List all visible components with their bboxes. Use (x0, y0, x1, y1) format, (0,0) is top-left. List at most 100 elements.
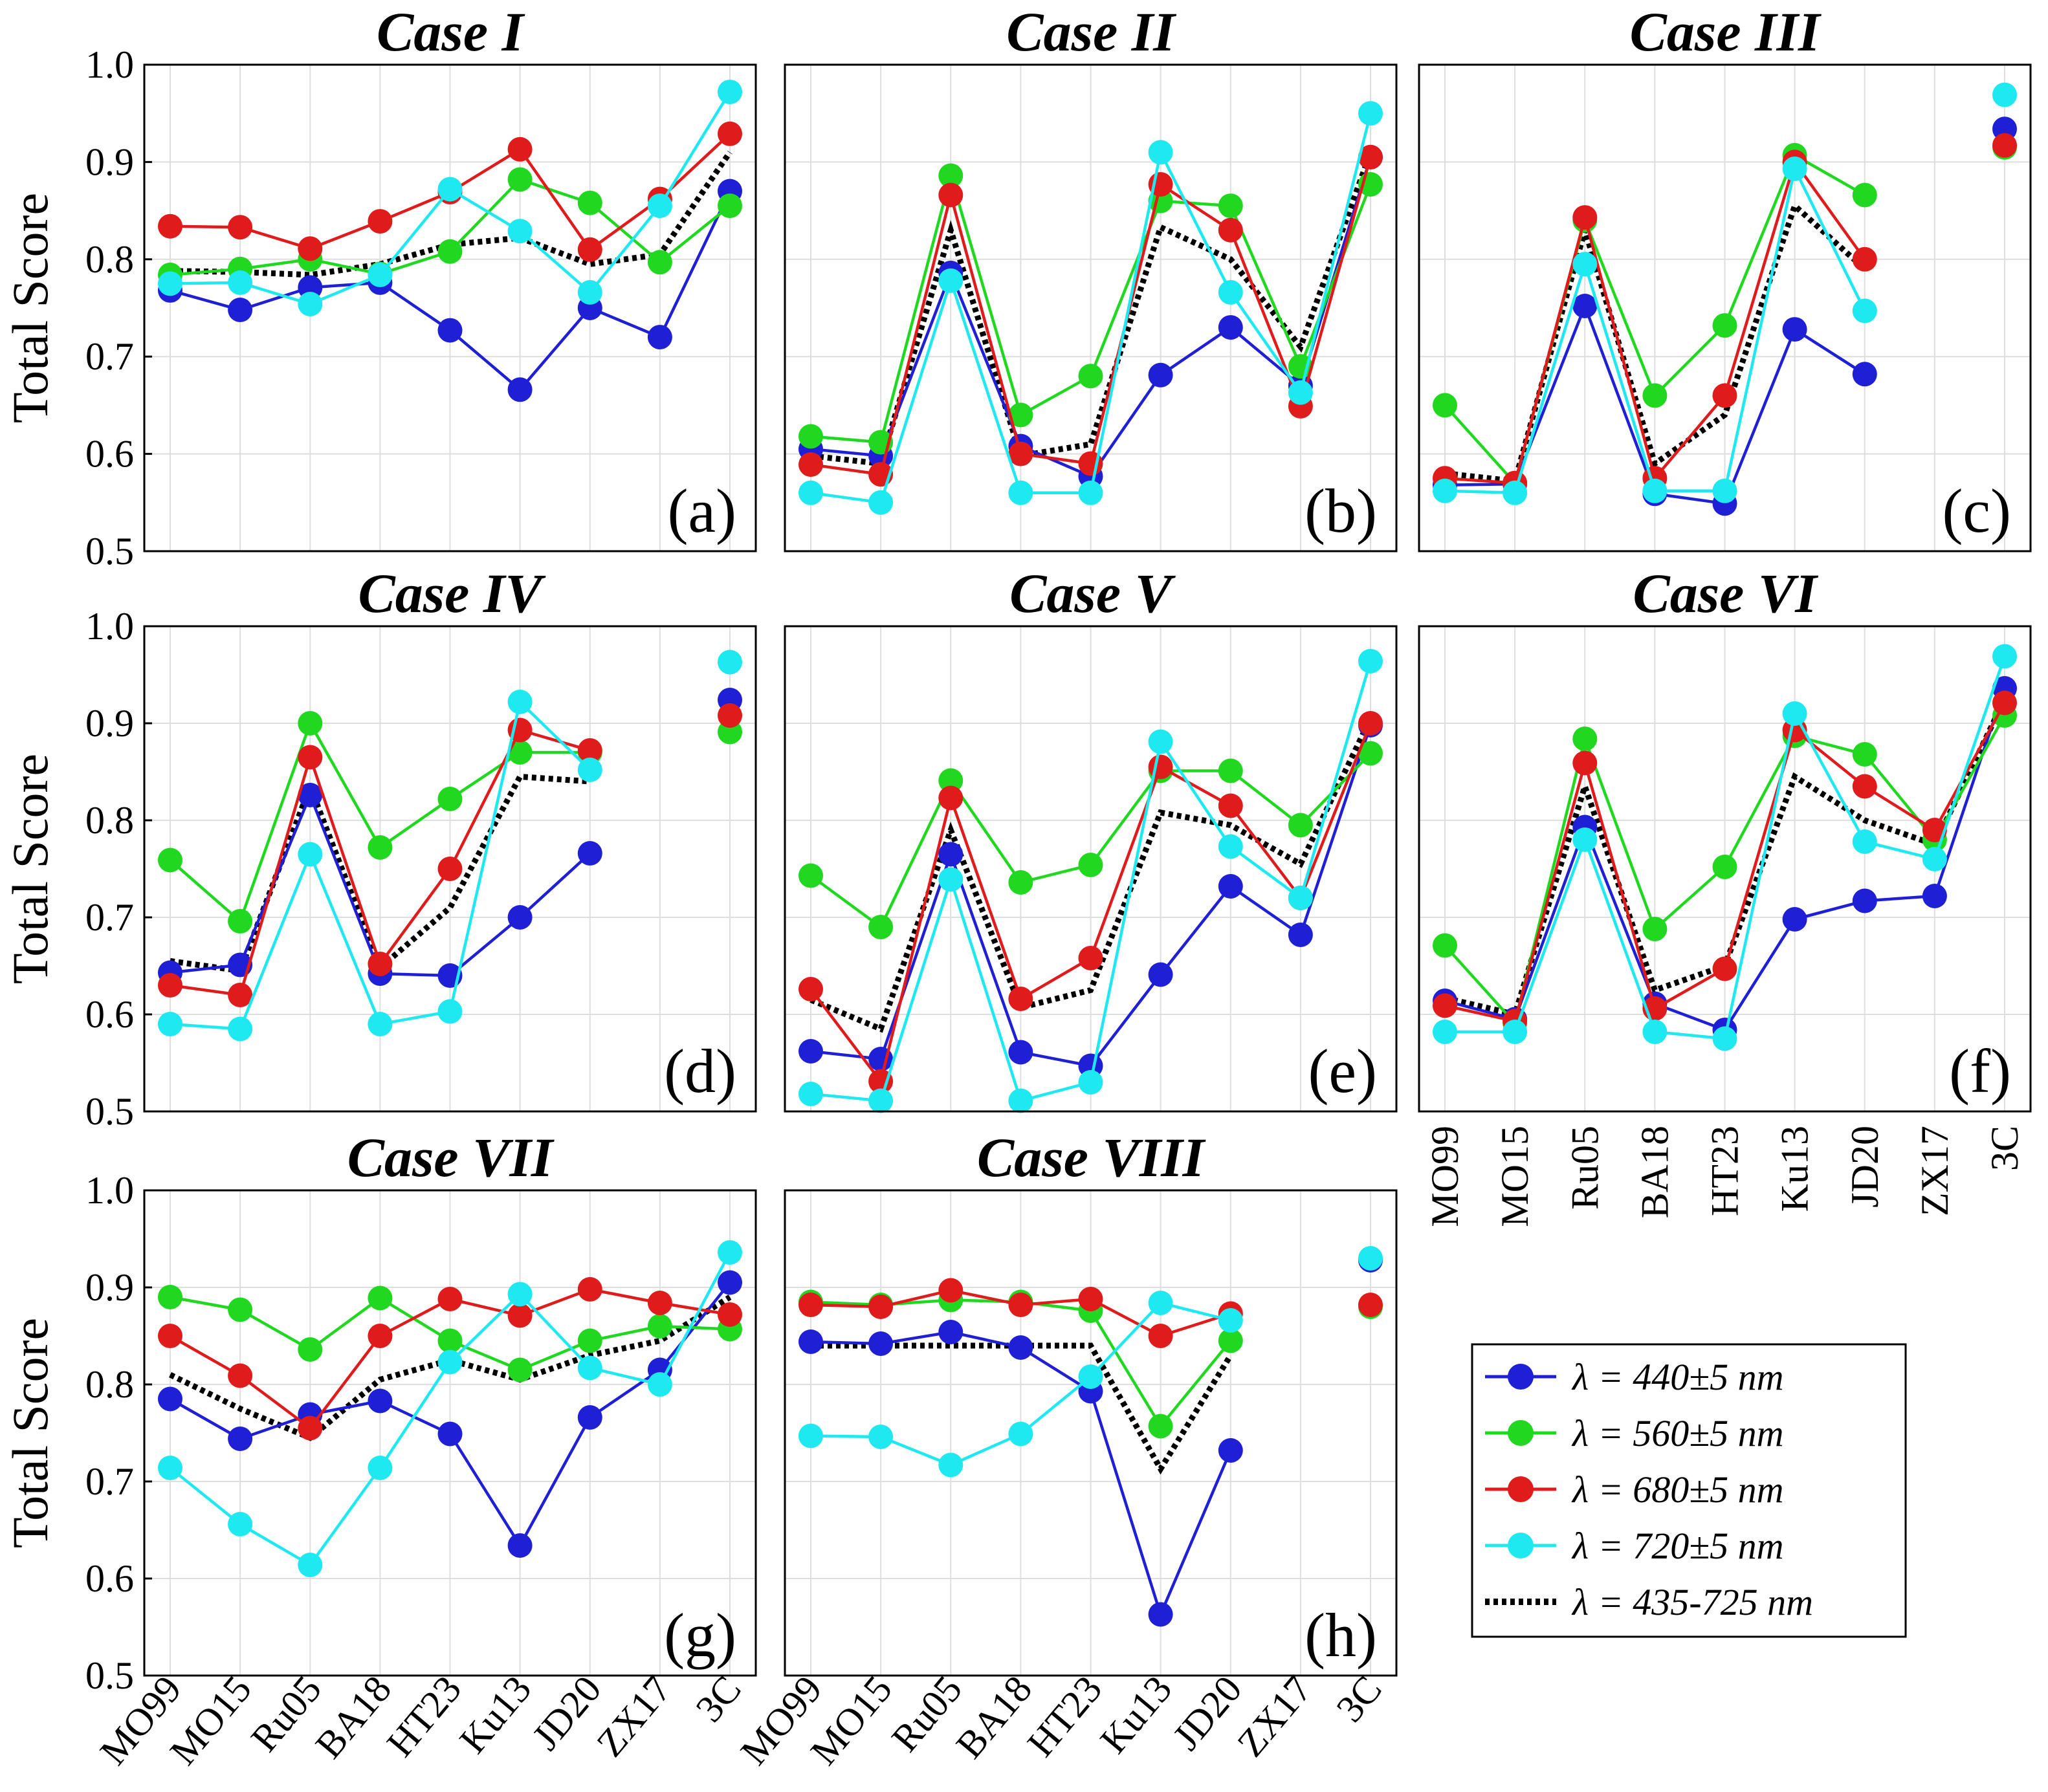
data-point-b440-ru05 (1572, 294, 1598, 318)
legend-marker-680 (1508, 1476, 1534, 1502)
data-point-b560-ba18 (368, 835, 393, 860)
data-point-b440-ru05 (298, 783, 323, 807)
data-point-b720-ku13 (507, 219, 533, 244)
data-point-b560-ku13 (507, 167, 533, 192)
x-tick-label-ku13: Ku13 (1774, 1126, 1816, 1212)
plot-frame (1418, 63, 2032, 552)
data-point-b680-jd20 (577, 738, 602, 763)
data-point-b440-mo99 (798, 1039, 823, 1064)
data-point-b720-ba18 (368, 1456, 393, 1480)
data-point-b720-ru05 (1572, 252, 1598, 277)
data-point-b560-ba18 (368, 1285, 393, 1311)
data-point-b680-jd20 (1852, 246, 1877, 272)
data-point-b720-3c (1358, 649, 1383, 673)
data-point-b680-mo15 (228, 1363, 253, 1388)
data-point-b720-3c (718, 1240, 742, 1265)
panel-title-case-i: Case I (377, 1, 525, 63)
y-tick-label: 0.9 (85, 1266, 134, 1309)
panel-case-iii: Case III (c) (1418, 1, 2032, 552)
x-tick-label-mo15: MO15 (1493, 1126, 1536, 1227)
data-point-b680-ru05 (298, 1415, 323, 1441)
data-point-b720-ku13 (1148, 1291, 1173, 1315)
data-point-b440-mo15 (228, 298, 253, 322)
data-point-b680-mo99 (798, 452, 823, 477)
legend-label-560: λ = 560±5 nm (1571, 1412, 1783, 1454)
data-point-b440-ku13 (1782, 907, 1807, 932)
data-point-b560-ht23 (1078, 853, 1103, 877)
data-point-b560-ku13 (507, 1357, 533, 1382)
x-tick-label-ba18: BA18 (1633, 1126, 1676, 1218)
plot-frame (143, 625, 757, 1113)
data-point-b720-ht23 (437, 1349, 463, 1375)
data-point-b720-jd20 (577, 758, 602, 782)
data-point-b680-ru05 (1572, 750, 1598, 776)
data-point-b560-ru05 (1572, 727, 1598, 751)
x-tick-label-jd20: JD20 (1844, 1126, 1886, 1208)
data-point-b560-jd20 (1852, 182, 1877, 208)
data-point-b560-ru05 (298, 1337, 323, 1362)
x-tick-label-3c: 3C (1983, 1126, 2026, 1171)
data-point-b720-3c (1358, 101, 1383, 126)
data-point-b440-ht23 (437, 1421, 463, 1447)
data-point-b720-mo99 (158, 1456, 182, 1480)
data-point-b560-mo15 (868, 915, 894, 939)
data-point-b680-ba18 (368, 209, 393, 234)
plot-frame (784, 63, 1398, 552)
panel-label: (e) (1308, 1036, 1377, 1106)
data-point-b720-mo15 (228, 270, 253, 295)
data-point-b680-ht23 (1712, 383, 1737, 408)
data-point-b440-ku13 (1148, 1602, 1173, 1627)
panel-case-iv: 0.5 0.6 0.7 0.8 0.9 1.0 Total Score Case IV (d) (2, 562, 757, 1133)
y-tick-label: 0.8 (85, 238, 134, 281)
data-point-b440-jd20 (1218, 874, 1243, 899)
data-point-b680-zx17 (1922, 818, 1947, 842)
data-point-b720-ht23 (437, 177, 463, 202)
data-point-b720-mo99 (1433, 478, 1457, 503)
data-point-b720-ru05 (298, 1553, 323, 1577)
panel-label: (g) (664, 1601, 736, 1670)
data-point-b680-mo99 (158, 1324, 182, 1348)
y-tick-label: 0.6 (85, 433, 134, 475)
panel-label: (b) (1305, 476, 1377, 545)
plot-frame (143, 63, 757, 552)
data-point-b560-mo15 (228, 1297, 253, 1322)
data-point-b720-ku13 (1148, 729, 1173, 754)
data-point-b560-jd20 (1218, 758, 1243, 783)
data-point-b560-zx17 (647, 250, 672, 275)
data-point-b680-mo99 (158, 973, 182, 998)
data-point-b440-mo99 (798, 1329, 823, 1354)
y-tick-label: 1.0 (85, 43, 134, 86)
data-point-b720-ba18 (1008, 1088, 1033, 1113)
data-point-b680-ba18 (368, 1324, 393, 1348)
panel-title-case-iii: Case III (1630, 1, 1822, 63)
data-point-b720-jd20 (577, 279, 602, 305)
data-point-b720-ru05 (298, 292, 323, 316)
data-point-b720-mo15 (1503, 480, 1528, 505)
data-point-b680-ba18 (1008, 441, 1033, 466)
data-point-b680-3c (1358, 144, 1383, 169)
data-point-b680-ru05 (1572, 205, 1598, 230)
data-point-b680-ru05 (938, 1278, 963, 1303)
data-point-b720-ku13 (507, 690, 533, 714)
y-tick-label: 0.8 (85, 1363, 134, 1406)
data-point-b720-mo15 (868, 1425, 894, 1449)
data-point-b560-ht23 (1712, 313, 1737, 338)
data-point-b720-mo15 (868, 1088, 894, 1113)
data-point-b440-ru05 (938, 1320, 963, 1344)
legend-label-720: λ = 720±5 nm (1571, 1525, 1783, 1567)
data-point-b680-3c (718, 1302, 742, 1327)
data-point-b680-ru05 (298, 745, 323, 770)
data-point-b720-mo99 (158, 1012, 182, 1036)
legend-marker-720 (1508, 1533, 1534, 1558)
data-point-b560-zx17 (647, 1314, 672, 1339)
data-point-b560-jd20 (1852, 742, 1877, 767)
panel-label: (a) (667, 476, 736, 545)
data-point-b680-mo99 (1433, 993, 1457, 1018)
data-point-b720-mo15 (868, 490, 894, 515)
y-tick-label: 0.7 (85, 1460, 134, 1503)
data-point-b680-ru05 (938, 785, 963, 811)
panel-title-case-iv: Case IV (358, 562, 546, 624)
